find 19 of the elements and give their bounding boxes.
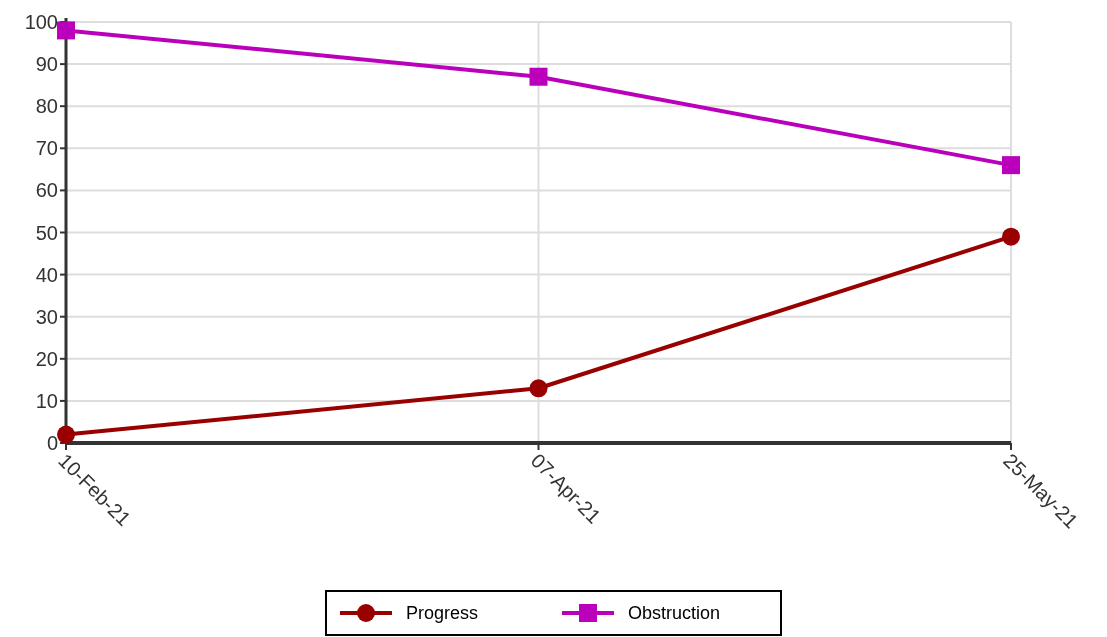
y-tick-label: 40 <box>35 263 58 286</box>
legend-label: Obstruction <box>628 603 721 624</box>
y-tick-label: 10 <box>35 389 58 412</box>
point <box>1002 156 1020 175</box>
y-tick-label: 0 <box>46 432 58 454</box>
legend-label: Progress <box>406 603 479 624</box>
y-tick-label: 90 <box>35 53 58 76</box>
y-tick-label: 30 <box>35 305 58 328</box>
point <box>57 425 75 444</box>
y-tick-label: 100 <box>24 11 58 33</box>
y-tick-label: 20 <box>35 347 58 370</box>
y-tick-label: 80 <box>35 95 58 118</box>
point <box>1002 227 1020 246</box>
y-tick-label: 60 <box>35 179 58 202</box>
y-tick-label: 50 <box>35 221 58 244</box>
y-tick-label: 70 <box>35 137 58 160</box>
point <box>529 67 548 86</box>
point <box>529 379 548 398</box>
point <box>57 21 75 40</box>
